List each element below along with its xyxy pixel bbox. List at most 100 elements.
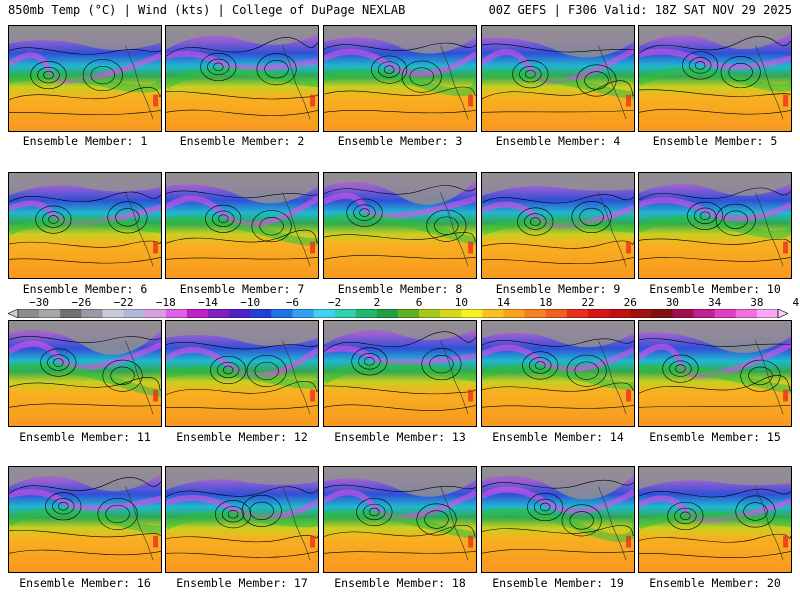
- colorbar-tick-label: 18: [539, 296, 553, 309]
- colorbar-tick-label: 34: [708, 296, 722, 309]
- ensemble-member-label: Ensemble Member: 12: [176, 430, 308, 444]
- colorbar-tick-label: −2: [328, 296, 342, 309]
- ensemble-member-label: Ensemble Member: 18: [334, 576, 466, 590]
- colorbar-bin: [588, 309, 610, 318]
- colorbar-bin: [81, 309, 103, 318]
- map-graphic: [482, 26, 634, 131]
- ensemble-map-panel: [481, 466, 635, 573]
- colorbar-tick-label: 30: [665, 296, 680, 309]
- ensemble-member-label: Ensemble Member: 13: [334, 430, 466, 444]
- ensemble-map-panel: [8, 320, 162, 427]
- colorbar-bin: [651, 309, 673, 318]
- colorbar-tick-label: −18: [155, 296, 176, 309]
- map-graphic: [324, 321, 476, 426]
- colorbar-bin: [208, 309, 230, 318]
- map-graphic: [639, 467, 791, 572]
- map-graphic: [166, 173, 318, 278]
- ensemble-map-panel: [323, 25, 477, 132]
- colorbar-tick-label: −26: [71, 296, 92, 309]
- map-graphic: [324, 173, 476, 278]
- colorbar-tick-label: 2: [373, 296, 381, 309]
- header-title: 850mb Temp (°C) | Wind (kts) | College o…: [8, 3, 406, 17]
- colorbar-bin: [60, 309, 82, 318]
- colorbar-right-arrow: [777, 309, 788, 318]
- ensemble-member-label: Ensemble Member: 15: [649, 430, 781, 444]
- ensemble-member-label: Ensemble Member: 8: [337, 282, 463, 296]
- map-graphic: [324, 467, 476, 572]
- colorbar-bin: [419, 309, 441, 318]
- colorbar-bin: [355, 309, 378, 318]
- colorbar-tick-label: 38: [750, 296, 764, 309]
- colorbar-bin: [482, 309, 504, 318]
- colorbar-bin: [461, 309, 483, 318]
- colorbar-tick-label: 42: [792, 296, 800, 309]
- colorbar-bin: [271, 309, 293, 318]
- map-graphic: [482, 173, 634, 278]
- colorbar-bin: [714, 309, 737, 318]
- ensemble-member-label: Ensemble Member: 9: [495, 282, 621, 296]
- colorbar-bin: [566, 309, 589, 318]
- ensemble-map-panel: [638, 320, 792, 427]
- map-graphic: [166, 26, 318, 131]
- ensemble-member-label: Ensemble Member: 6: [22, 282, 148, 296]
- colorbar-bin: [18, 309, 40, 318]
- colorbar-bin: [735, 309, 758, 318]
- ensemble-map-panel: [8, 466, 162, 573]
- map-graphic: [9, 173, 161, 278]
- colorbar-bin: [503, 309, 525, 318]
- colorbar-tick-label: 6: [415, 296, 423, 309]
- ensemble-member-label: Ensemble Member: 3: [337, 134, 463, 148]
- ensemble-member-label: Ensemble Member: 11: [19, 430, 151, 444]
- ensemble-member-label: Ensemble Member: 17: [176, 576, 308, 590]
- ensemble-map-panel: [638, 25, 792, 132]
- colorbar-bin: [292, 309, 314, 318]
- ensemble-member-label: Ensemble Member: 10: [649, 282, 781, 296]
- colorbar-bin: [440, 309, 462, 318]
- ensemble-member-label: Ensemble Member: 1: [22, 134, 148, 148]
- colorbar-tick-label: −6: [285, 296, 300, 309]
- map-graphic: [166, 321, 318, 426]
- colorbar-bin: [229, 309, 251, 318]
- colorbar-tick-label: −10: [240, 296, 261, 309]
- ensemble-map-panel: [481, 320, 635, 427]
- ensemble-map-panel: [481, 172, 635, 279]
- ensemble-map-panel: [323, 466, 477, 573]
- colorbar-bin: [609, 309, 631, 318]
- colorbar-bin: [39, 309, 61, 318]
- colorbar-bin: [545, 309, 568, 318]
- map-graphic: [639, 173, 791, 278]
- colorbar-bin: [123, 309, 145, 318]
- map-graphic: [9, 321, 161, 426]
- ensemble-map-panel: [323, 172, 477, 279]
- ensemble-map-panel: [638, 466, 792, 573]
- map-graphic: [166, 467, 318, 572]
- ensemble-map-panel: [165, 466, 319, 573]
- colorbar-bin: [334, 309, 357, 318]
- ensemble-member-label: Ensemble Member: 5: [652, 134, 778, 148]
- colorbar-tick-label: 22: [581, 296, 595, 309]
- colorbar-bin: [376, 309, 399, 318]
- ensemble-member-label: Ensemble Member: 4: [495, 134, 621, 148]
- ensemble-member-label: Ensemble Member: 16: [19, 576, 151, 590]
- colorbar-tick-label: −14: [198, 296, 218, 309]
- colorbar-left-arrow: [8, 309, 19, 318]
- ensemble-map-panel: [481, 25, 635, 132]
- map-graphic: [639, 321, 791, 426]
- colorbar-bin: [250, 309, 272, 318]
- map-graphic: [9, 467, 161, 572]
- ensemble-map-panel: [638, 172, 792, 279]
- colorbar-bin: [630, 309, 652, 318]
- ensemble-map-panel: [165, 172, 319, 279]
- ensemble-map-panel: [165, 25, 319, 132]
- ensemble-map-panel: [165, 320, 319, 427]
- colorbar-tick-label: 10: [454, 296, 468, 309]
- ensemble-member-label: Ensemble Member: 20: [649, 576, 781, 590]
- map-graphic: [639, 26, 791, 131]
- ensemble-member-label: Ensemble Member: 7: [179, 282, 305, 296]
- map-graphic: [482, 467, 634, 572]
- colorbar-tick-label: 14: [496, 296, 511, 309]
- ensemble-map-panel: [8, 172, 162, 279]
- colorbar-bin: [756, 309, 779, 318]
- colorbar-tick-label: −22: [113, 296, 134, 309]
- colorbar-bin: [693, 309, 715, 318]
